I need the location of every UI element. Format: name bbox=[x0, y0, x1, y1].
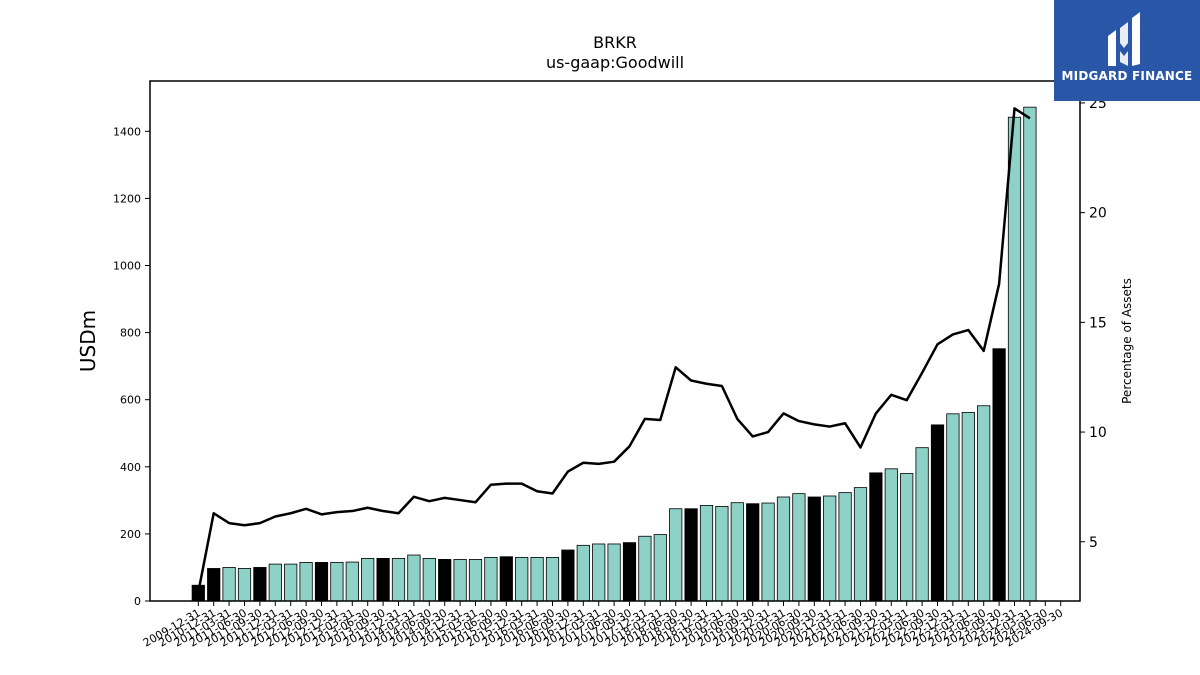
y2-axis-label: Percentage of Assets bbox=[1120, 278, 1134, 404]
bar-2020-09-30 bbox=[807, 496, 821, 602]
bar-2018-06-30 bbox=[669, 508, 683, 602]
bar-2013-06-30 bbox=[361, 557, 375, 602]
bar-2011-03-31 bbox=[222, 567, 236, 602]
bar-2023-09-30 bbox=[992, 348, 1006, 602]
bar-2021-09-30 bbox=[869, 472, 883, 602]
bar-2012-03-31 bbox=[284, 563, 298, 602]
bar-2011-09-30 bbox=[253, 567, 267, 602]
bar-2018-09-30 bbox=[684, 508, 698, 602]
bar-2016-12-31 bbox=[576, 544, 590, 602]
bar-2023-12-31 bbox=[1007, 116, 1022, 602]
y2-tick-label: 5 bbox=[1089, 535, 1098, 551]
bar-2016-06-30 bbox=[545, 556, 560, 602]
chart-title: BRKR bbox=[593, 33, 637, 52]
bar-2011-12-31 bbox=[268, 563, 282, 602]
bar-2021-06-30 bbox=[853, 487, 868, 602]
bar-2015-06-30 bbox=[484, 556, 498, 602]
bar-2017-03-31 bbox=[592, 543, 606, 602]
y-tick-label: 0 bbox=[134, 595, 141, 608]
bar-2017-09-30 bbox=[622, 542, 637, 602]
bar-2022-12-31 bbox=[946, 413, 960, 602]
bar-2020-03-31 bbox=[776, 496, 791, 602]
bar-2014-06-30 bbox=[422, 557, 436, 602]
bar-2019-09-30 bbox=[746, 503, 760, 602]
bar-2016-09-30 bbox=[561, 549, 575, 602]
brand-logo: MIDGARD FINANCE bbox=[1054, 0, 1200, 101]
bar-2019-06-30 bbox=[730, 502, 744, 602]
bar-2022-03-31 bbox=[900, 473, 914, 602]
bar-2015-03-31 bbox=[468, 559, 483, 602]
bar-2018-12-31 bbox=[699, 504, 714, 602]
bar-2020-06-30 bbox=[792, 493, 806, 602]
bar-2019-03-31 bbox=[715, 505, 729, 602]
bar-2017-12-31 bbox=[638, 535, 652, 602]
bar-2015-09-30 bbox=[499, 556, 513, 602]
y2-tick-label: 20 bbox=[1089, 206, 1107, 222]
bar-2013-03-31 bbox=[345, 561, 359, 602]
bar-2017-06-30 bbox=[607, 543, 621, 602]
bars-group bbox=[191, 106, 1037, 602]
plot-frame bbox=[149, 80, 1081, 602]
bar-2021-12-31 bbox=[884, 468, 898, 602]
y-tick-label: 800 bbox=[120, 327, 141, 340]
y-axis-label: USDm bbox=[76, 310, 100, 372]
bar-2022-06-30 bbox=[915, 447, 929, 602]
bar-2012-06-30 bbox=[299, 562, 313, 602]
bar-2015-12-31 bbox=[515, 556, 529, 602]
bar-2023-03-31 bbox=[961, 412, 975, 602]
bar-2024-03-31 bbox=[1023, 106, 1037, 602]
bar-2022-09-30 bbox=[930, 424, 945, 602]
chart-subtitle: us-gaap:Goodwill bbox=[546, 53, 684, 72]
y-tick-label: 400 bbox=[120, 461, 141, 474]
bar-2010-12-31 bbox=[207, 568, 221, 602]
y-tick-label: 600 bbox=[120, 394, 141, 407]
y-tick-label: 200 bbox=[120, 528, 141, 541]
midgard-logo-icon bbox=[1108, 12, 1140, 66]
bar-2020-12-31 bbox=[823, 495, 837, 602]
bar-2011-06-30 bbox=[237, 568, 252, 602]
x-axis: 2009-12-312010-12-312011-03-312011-06-30… bbox=[141, 601, 1065, 650]
y2-tick-label: 15 bbox=[1089, 315, 1107, 331]
bar-2014-03-31 bbox=[407, 554, 421, 602]
percent-of-assets-line bbox=[197, 107, 1031, 593]
y2-tick-label: 10 bbox=[1089, 425, 1107, 441]
bar-2012-12-31 bbox=[330, 562, 344, 602]
bar-2013-12-31 bbox=[391, 557, 406, 602]
y-tick-label: 1000 bbox=[113, 260, 141, 273]
bar-2019-12-31 bbox=[761, 502, 775, 602]
bar-2014-12-31 bbox=[453, 559, 467, 602]
bar-2023-06-30 bbox=[977, 405, 991, 602]
bar-2021-03-31 bbox=[838, 492, 852, 602]
brand-name: MIDGARD FINANCE bbox=[1061, 69, 1193, 83]
bar-2018-03-31 bbox=[653, 534, 667, 602]
bar-2014-09-30 bbox=[438, 559, 452, 602]
bar-2013-09-30 bbox=[376, 557, 390, 602]
bar-2016-03-31 bbox=[530, 556, 544, 602]
y-tick-label: 1200 bbox=[113, 192, 141, 205]
percent-line-group bbox=[197, 107, 1031, 593]
y-axis-left: 0 200 400 600 800 1000 1200 1400 bbox=[113, 125, 150, 608]
bar-2012-09-30 bbox=[314, 562, 329, 602]
y-tick-label: 1400 bbox=[113, 125, 141, 138]
